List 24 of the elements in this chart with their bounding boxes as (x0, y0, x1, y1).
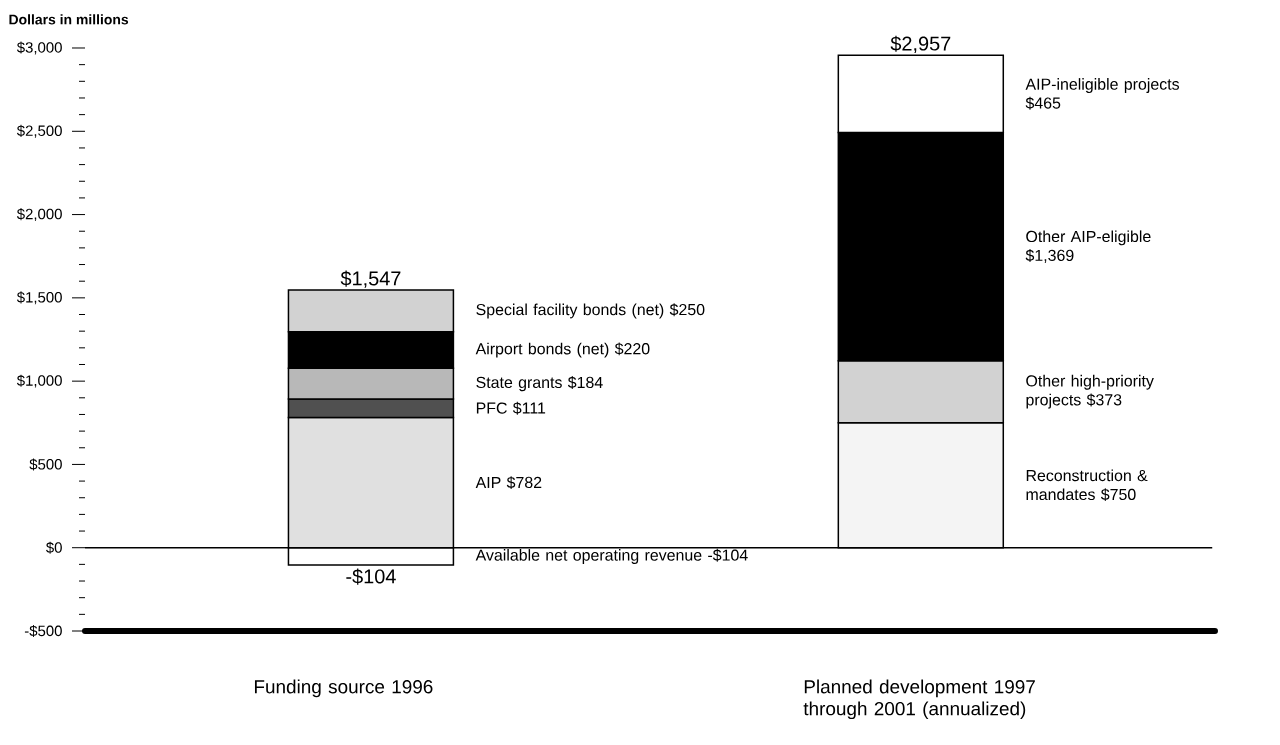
series-label: State grants $184 (476, 376, 603, 392)
y-tick-label: -$500 (24, 624, 62, 638)
x-tick-label: Funding source 1996 (254, 679, 433, 698)
y-tick-label: $1,500 (16, 291, 62, 305)
annotation: $1,547 (340, 270, 401, 288)
series-label: AIP-ineligible projects $465 (1025, 78, 1180, 110)
y-axis-title: Dollars in millions (9, 14, 129, 25)
series-label: Other high-priority projects $373 (1026, 374, 1154, 409)
y-tick-label: $2,500 (16, 124, 62, 138)
series-label: PFC $111 (476, 401, 546, 415)
series-label: Other AIP-eligible $1,369 (1025, 230, 1151, 263)
x-tick-label: Planned development 1997 through 2001 (annualized) (803, 679, 1035, 720)
y-tick-label: $2,000 (16, 208, 62, 222)
y-tick-label: $500 (29, 458, 62, 471)
series-label: Airport bonds (net) $220 (475, 342, 650, 358)
annotation: $2,957 (890, 35, 951, 53)
data-label: -$104 (346, 568, 396, 585)
series-label: AIP $782 (475, 476, 542, 490)
series-label: Reconstruction & mandates $750 (1026, 469, 1148, 502)
y-tick-label: $1,000 (16, 374, 62, 388)
series-label: Available net operating revenue -$104 (475, 548, 748, 564)
y-tick-label: $3,000 (16, 41, 62, 55)
y-tick-label: $0 (46, 541, 62, 554)
series-label: Special facility bonds (net) $250 (476, 303, 705, 319)
